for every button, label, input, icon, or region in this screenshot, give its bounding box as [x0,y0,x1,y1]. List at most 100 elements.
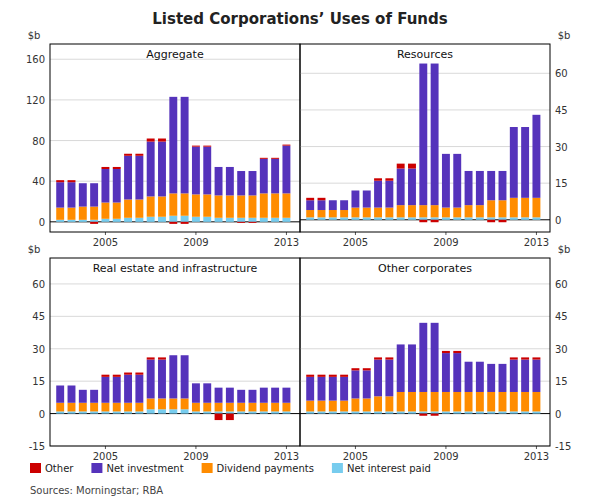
bar-segment [113,377,121,403]
bar-segment [260,411,268,413]
bar-segment [499,200,507,217]
bar-segment [147,360,155,399]
bar-segment [226,167,234,195]
bar-segment [499,411,507,413]
bar-segment [79,390,87,403]
x-tick-label: 2005 [93,237,118,248]
bar-segment [56,180,64,182]
bar-segment [397,344,405,392]
bar-segment [329,411,337,413]
y-tick-label: 30 [32,344,45,355]
bar-segment [203,146,211,147]
bars [306,323,540,416]
bar-segment [329,210,337,217]
bar-segment [363,370,371,398]
bar-segment [340,210,348,217]
bar-segment [419,323,427,392]
bar-segment [363,208,371,218]
bar-segment [431,217,439,219]
y-tick-label: -15 [29,441,45,452]
bar-segment [397,411,405,413]
bar-segment [203,411,211,413]
bar-segment [465,392,473,411]
legend-swatch [202,463,213,473]
bar-segment [249,171,257,195]
plot-frame [50,258,300,446]
bar-segment [340,411,348,413]
bar-segment [90,411,98,413]
bars [306,64,540,223]
bar-segment [431,411,439,413]
bar-segment [419,411,427,413]
bar-segment [363,411,371,413]
plot-frame [300,258,550,446]
bar-segment [487,217,495,219]
bar-segment [226,218,234,222]
bar-segment [431,220,439,222]
x-tick-label: 2009 [433,237,458,248]
x-tick-label: 2013 [524,237,549,248]
bar-segment [329,377,337,401]
bar-segment [124,373,132,375]
bar-segment [476,171,484,205]
bar-segment [318,377,326,401]
bar-segment [419,205,427,217]
chart: Listed Corporations’ Uses of Funds040801… [0,0,600,503]
bar-segment [465,217,473,219]
bar-segment [532,357,540,359]
bar-segment [487,392,495,411]
bar-segment [124,411,132,413]
panel: 015304560200520092013Resources$b [300,30,570,248]
bar-segment [249,195,257,217]
bar-segment [215,403,223,412]
bar-segment [124,199,132,217]
bar-segment [306,401,314,412]
bars [56,97,290,224]
bar-segment [203,194,211,216]
y-axis-label: $b [28,30,41,41]
y-tick-label: 120 [26,95,45,106]
bar-segment [147,409,155,413]
bar-segment [306,198,314,200]
panel: -15015304560200520092013Real estate and … [28,244,300,462]
bar-segment [101,219,109,222]
bar-segment [237,195,245,217]
bar-segment [499,392,507,411]
x-tick-label: 2009 [183,237,208,248]
bar-segment [147,398,155,409]
bar-segment [203,403,211,412]
bar-segment [169,355,177,398]
bar-segment [442,351,450,353]
bar-segment [340,401,348,412]
bar-segment [351,411,359,413]
x-tick-label: 2013 [524,451,549,462]
bar-segment [397,164,405,169]
x-tick-label: 2009 [183,451,208,462]
bar-segment [306,210,314,217]
bar-segment [363,190,371,207]
bar-segment [113,167,121,169]
x-tick-label: 2005 [343,237,368,248]
y-tick-label: -15 [555,441,571,452]
y-tick-label: 45 [32,311,45,322]
bar-segment [510,360,518,392]
bar-segment [101,375,109,377]
bar-segment [215,414,223,420]
bar-segment [351,208,359,218]
bar-segment [135,156,143,200]
bar-segment [499,171,507,200]
bar-segment [465,411,473,413]
bar-segment [271,411,279,413]
bar-segment [181,222,189,224]
bar-segment [374,357,382,359]
bar-segment [385,181,393,208]
bar-segment [385,396,393,411]
bar-segment [282,193,290,217]
bar-segment [158,357,166,359]
bar-segment [306,200,314,210]
bar-segment [476,205,484,217]
bar-segment [56,403,64,412]
bar-segment [147,139,155,142]
bar-segment [226,411,234,413]
y-tick-label: 15 [32,376,45,387]
